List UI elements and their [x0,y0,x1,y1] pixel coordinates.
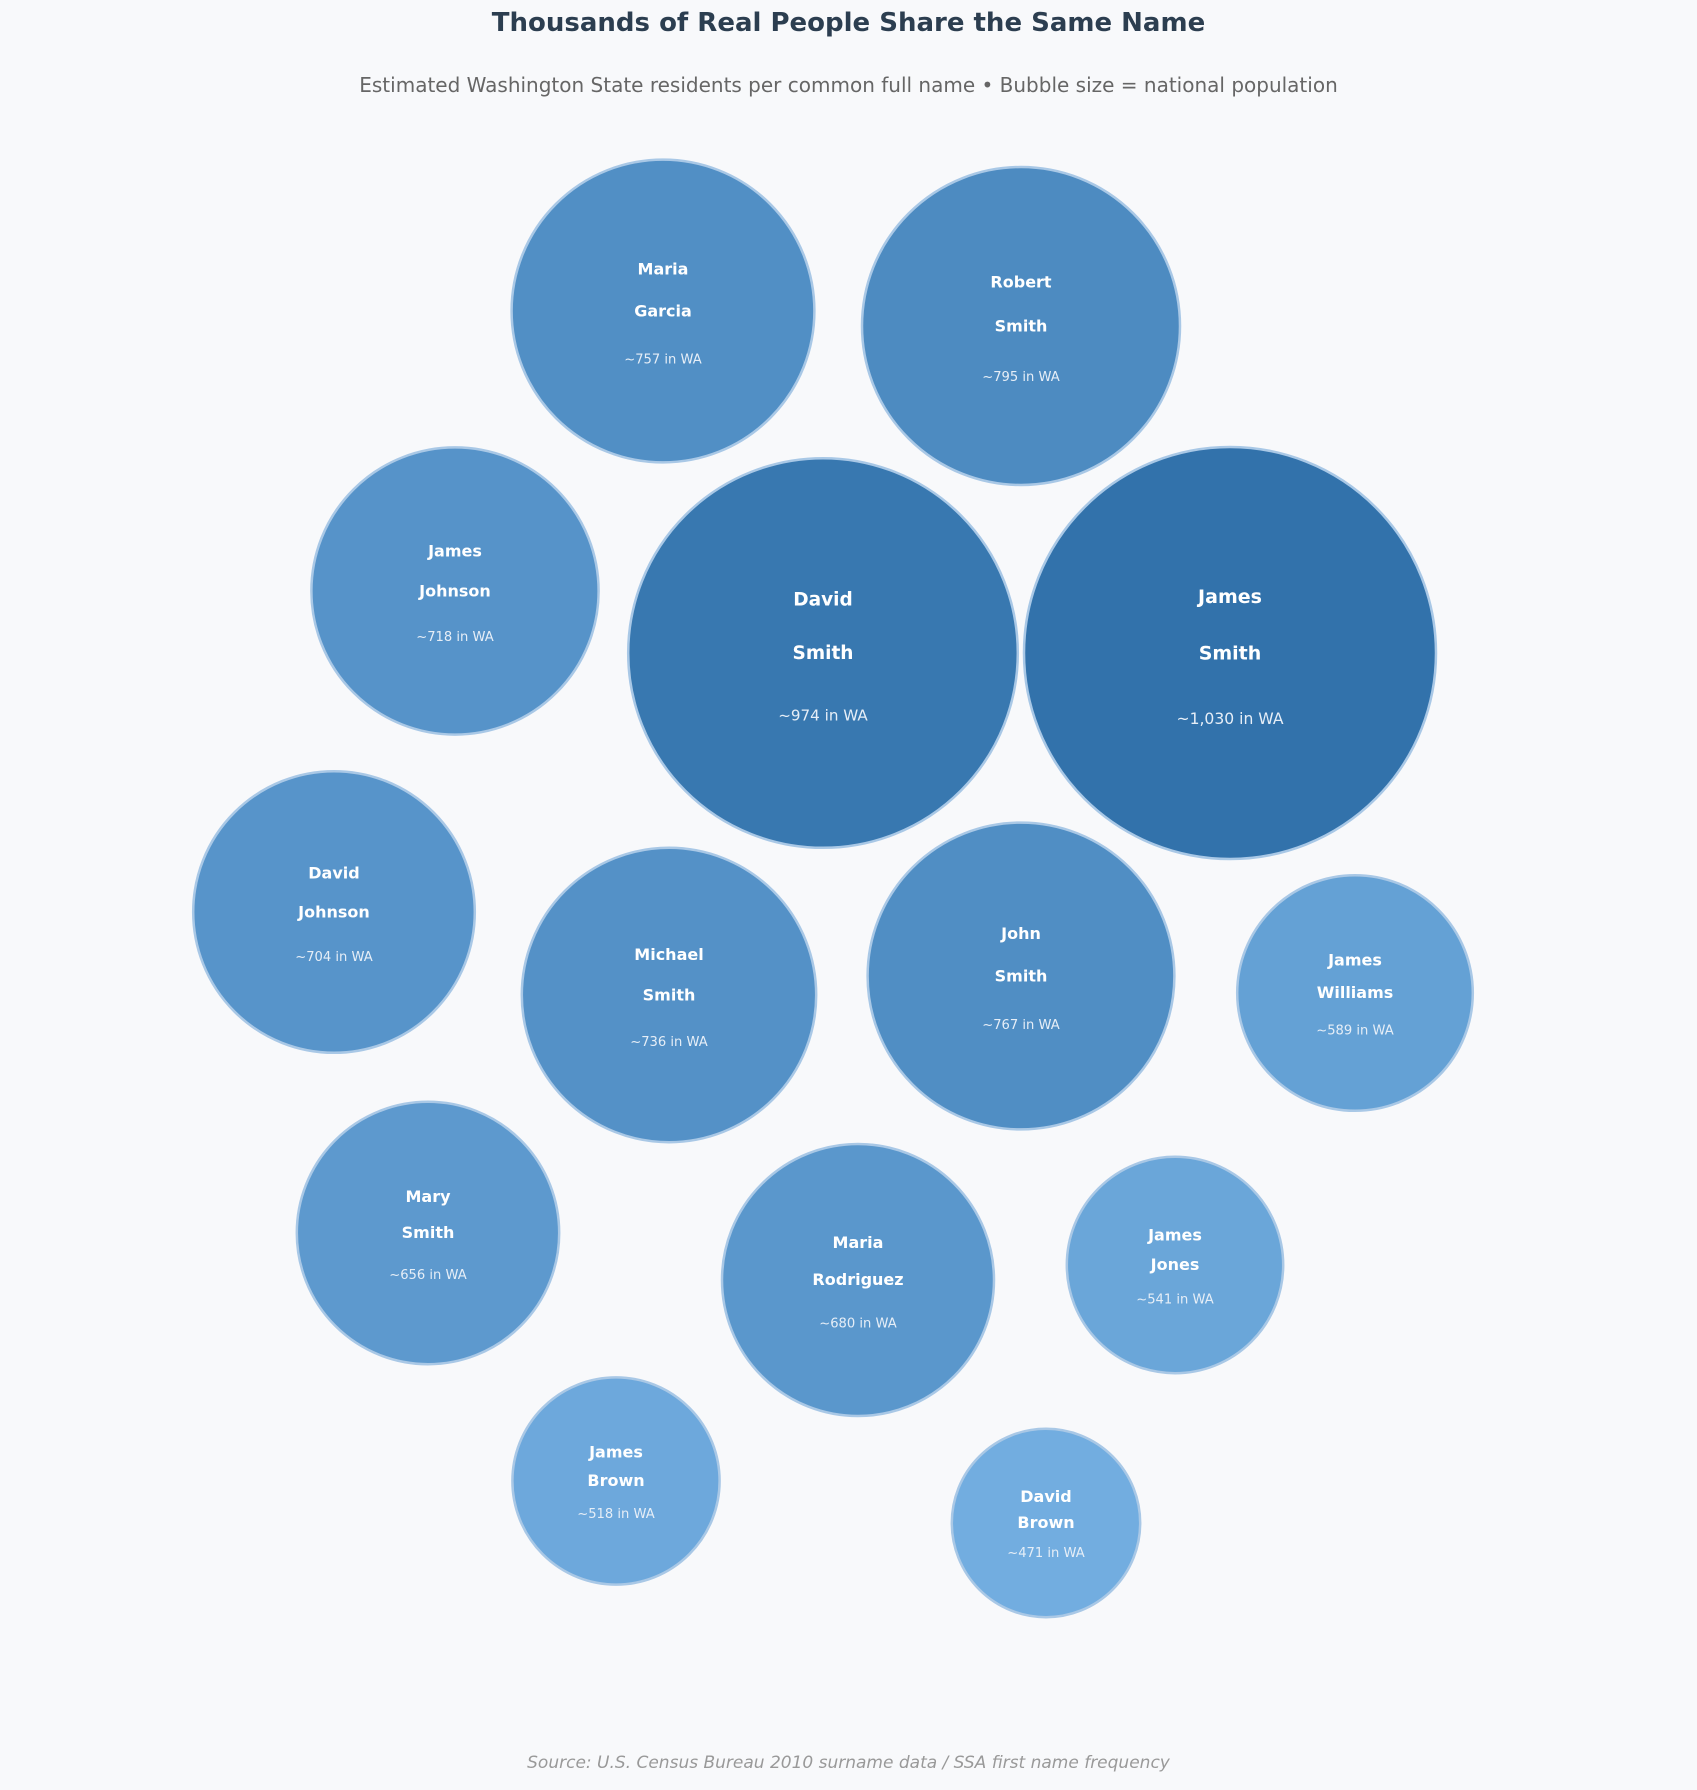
bubble-wa-count: ~718 in WA [416,630,494,645]
bubble-first-name: James [1327,951,1382,970]
bubble-last-name: Brown [587,1471,644,1490]
bubble-circle [626,456,1020,850]
bubble-first-name: David [1020,1487,1071,1506]
bubble-wa-count: ~736 in WA [630,1035,708,1050]
bubble-james-brown: James Brown ~518 in WA [511,1376,721,1586]
bubble-first-name: James [427,542,482,561]
bubble-wa-count: ~767 in WA [982,1018,1060,1033]
bubble-first-name: James [588,1443,643,1462]
bubble-last-name: Smith [643,985,696,1004]
bubble-first-name: John [1000,924,1041,943]
bubble-circle [860,165,1182,487]
bubble-james-johnson: James Johnson ~718 in WA [310,446,600,736]
bubble-wa-count: ~656 in WA [389,1268,467,1283]
bubble-circle [720,1142,996,1418]
bubble-last-name: Smith [995,316,1048,335]
bubble-circle [295,1100,561,1366]
bubble-wa-count: ~795 in WA [982,370,1060,385]
bubble-wa-count: ~704 in WA [295,950,373,965]
bubble-first-name: Mary [405,1187,451,1206]
bubble-last-name: Smith [995,966,1048,985]
bubble-circle [191,769,477,1055]
bubble-circle [1065,1155,1285,1375]
bubble-wa-count: ~757 in WA [624,353,702,368]
bubble-circle [1022,445,1438,861]
bubble-last-name: Johnson [297,902,370,921]
bubble-last-name: Smith [402,1223,455,1242]
bubble-last-name: Brown [1017,1513,1074,1532]
bubble-john-smith: John Smith ~767 in WA [866,821,1176,1131]
bubble-wa-count: ~541 in WA [1136,1293,1214,1308]
bubble-last-name: Smith [1199,643,1262,665]
bubble-david-johnson: David Johnson ~704 in WA [191,769,477,1055]
bubble-circle [950,1427,1142,1619]
bubble-first-name: Robert [990,273,1052,292]
bubble-david-smith: David Smith ~974 in WA [626,456,1020,850]
bubble-maria-garcia: Maria Garcia ~757 in WA [510,158,816,464]
bubble-last-name: Williams [1317,983,1394,1002]
bubble-circle [866,821,1176,1131]
bubble-first-name: David [793,589,852,610]
bubble-first-name: David [308,863,359,882]
bubble-first-name: Maria [833,1233,884,1252]
bubble-wa-count: ~680 in WA [819,1317,897,1332]
bubble-mary-smith: Mary Smith ~656 in WA [295,1100,561,1366]
bubble-wa-count: ~518 in WA [577,1507,655,1522]
bubble-first-name: James [1147,1225,1202,1244]
chart-title: Thousands of Real People Share the Same … [491,8,1206,38]
bubble-robert-smith: Robert Smith ~795 in WA [860,165,1182,487]
bubble-first-name: Michael [634,945,703,964]
bubble-last-name: Jones [1150,1255,1200,1274]
bubble-last-name: Smith [793,643,854,664]
bubble-james-williams: James Williams ~589 in WA [1235,873,1475,1113]
bubble-david-brown: David Brown ~471 in WA [950,1427,1142,1619]
bubble-circle [520,846,818,1144]
bubble-circle [510,158,816,464]
chart-subtitle: Estimated Washington State residents per… [359,73,1338,97]
bubble-last-name: Rodriguez [812,1270,903,1289]
bubble-wa-count: ~589 in WA [1316,1024,1394,1039]
bubble-last-name: Garcia [634,301,692,320]
bubble-wa-count: ~471 in WA [1007,1546,1085,1561]
bubble-first-name: James [1196,586,1262,608]
bubble-maria-rodriguez: Maria Rodriguez ~680 in WA [720,1142,996,1418]
bubble-circle [1235,873,1475,1113]
bubble-last-name: Johnson [418,581,491,600]
bubble-wa-count: ~974 in WA [778,707,868,725]
source-note: Source: U.S. Census Bureau 2010 surname … [527,1753,1170,1773]
bubble-circle [511,1376,721,1586]
bubble-wa-count: ~1,030 in WA [1177,710,1284,728]
bubble-james-jones: James Jones ~541 in WA [1065,1155,1285,1375]
bubble-circle [310,446,600,736]
bubble-james-smith: James Smith ~1,030 in WA [1022,445,1438,861]
bubble-michael-smith: Michael Smith ~736 in WA [520,846,818,1144]
bubble-first-name: Maria [638,260,689,279]
